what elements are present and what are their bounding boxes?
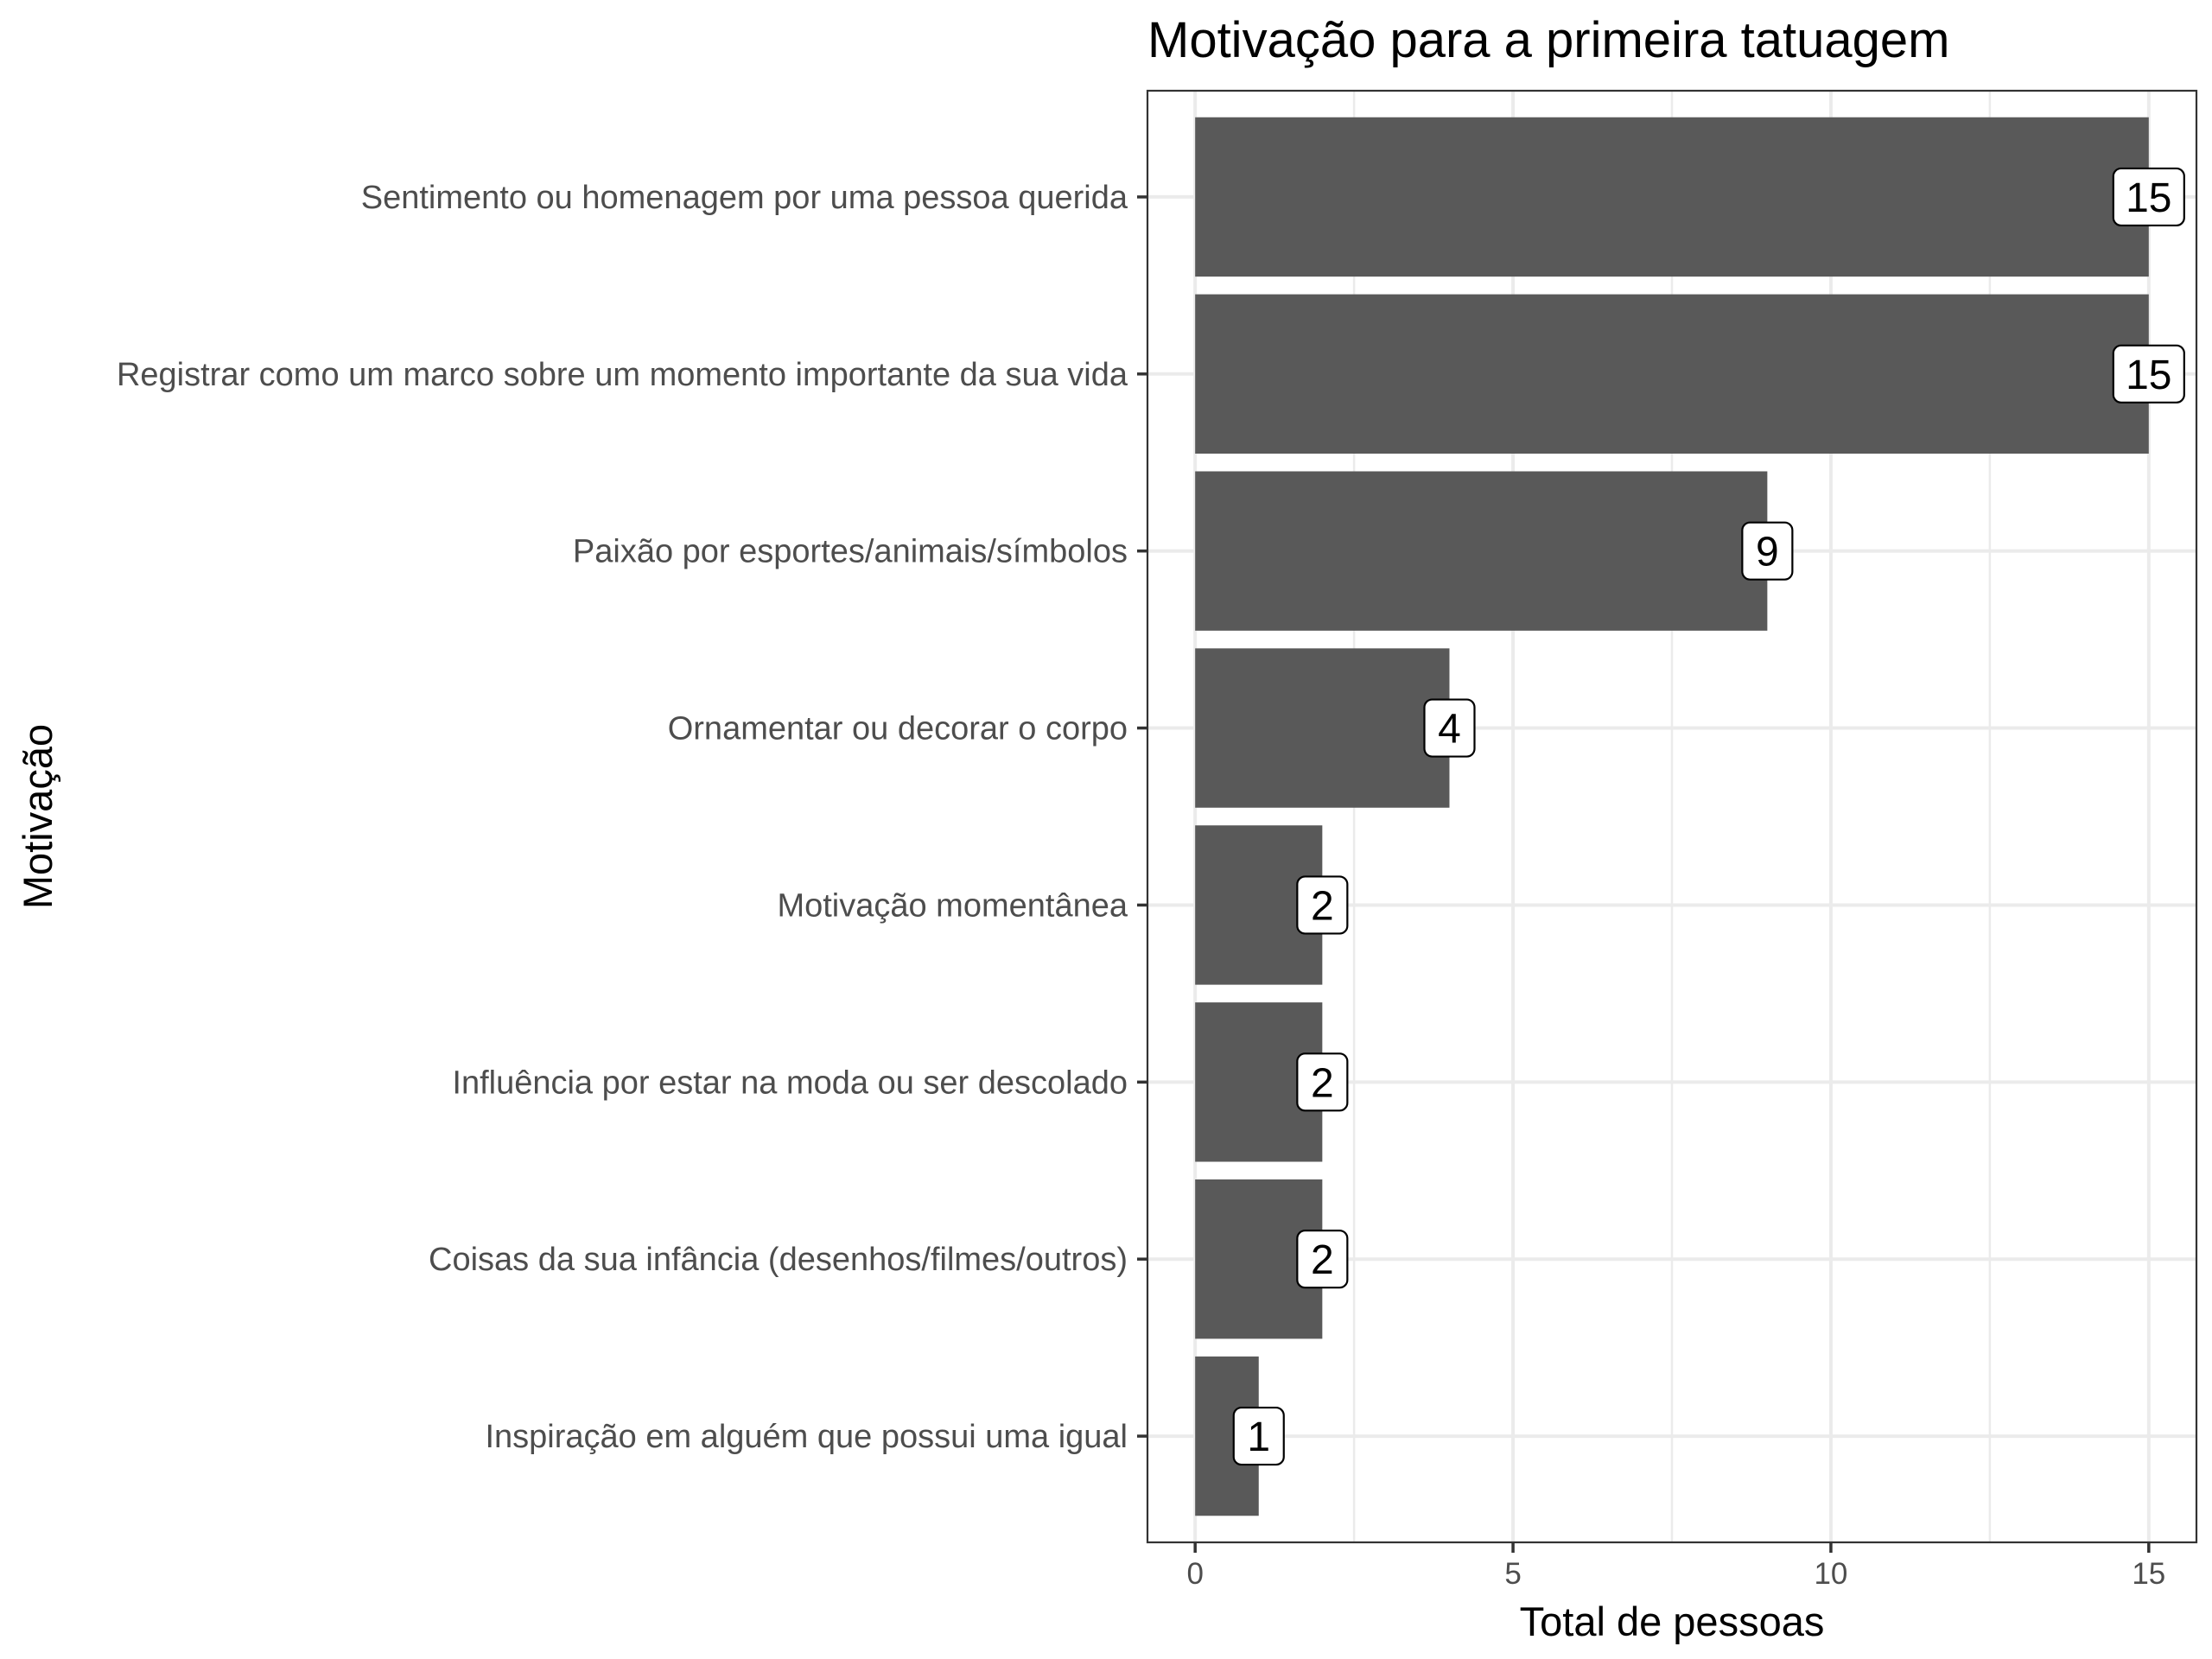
data-label: 2 <box>1296 875 1349 935</box>
data-label: 2 <box>1296 1230 1349 1289</box>
y-tick-label: Sentimento ou homenagem por uma pessoa q… <box>361 180 1128 216</box>
y-tick-label: Paixão por esportes/animais/símbolos <box>573 534 1128 570</box>
x-tick-label: 15 <box>2132 1557 2165 1591</box>
data-label-box <box>1423 698 1476 758</box>
data-label-text: 2 <box>1311 1237 1334 1283</box>
bar <box>1195 471 1768 631</box>
data-label-box <box>1296 875 1349 935</box>
x-axis: 0 5 10 15 <box>1186 1542 2165 1591</box>
bars <box>1195 117 2149 1516</box>
chart-title: Motivação para a primeira tatuagem <box>1147 12 1949 68</box>
data-label-box <box>1296 1052 1349 1112</box>
data-label-text: 15 <box>2126 175 2171 221</box>
data-label-text: 1 <box>1247 1414 1270 1460</box>
y-tick-label: Motivação momentânea <box>777 887 1128 924</box>
y-tick-label: Influência por estar na moda ou ser desc… <box>452 1065 1128 1101</box>
data-label-text: 2 <box>1311 1060 1334 1106</box>
data-label: 15 <box>2112 344 2185 404</box>
bar <box>1195 648 1450 808</box>
y-tick-label: Registrar como um marco sobre um momento… <box>117 357 1128 393</box>
panel-border <box>1146 89 2198 1544</box>
x-tick-label: 10 <box>1814 1557 1847 1591</box>
y-axis: Sentimento ou homenagem por uma pessoa q… <box>117 180 1147 1455</box>
data-label: 4 <box>1423 698 1476 758</box>
x-tick-label: 0 <box>1186 1557 1203 1591</box>
data-label-box <box>2112 167 2185 227</box>
bar <box>1195 117 2149 277</box>
data-label-box <box>1741 521 1794 581</box>
data-label-text: 4 <box>1438 707 1461 753</box>
y-tick-label: Coisas da sua infância (desenhos/filmes/… <box>429 1242 1128 1278</box>
y-axis-title: Motivação <box>15 724 60 909</box>
x-axis-title: Total de pessoas <box>1520 1599 1825 1644</box>
y-tick-label: Ornamentar ou decorar o corpo <box>668 711 1128 747</box>
data-label: 2 <box>1296 1052 1349 1112</box>
data-label: 9 <box>1741 521 1794 581</box>
y-tick-label: Inspiração em alguém que possui uma igua… <box>485 1419 1128 1455</box>
data-labels: 15 15 9 4 2 2 2 1 <box>1232 167 2185 1466</box>
x-tick-label: 5 <box>1504 1557 1521 1591</box>
data-label-text: 15 <box>2126 353 2171 398</box>
data-label-box <box>2112 344 2185 404</box>
data-label-box <box>1296 1230 1349 1289</box>
data-label-box <box>1232 1406 1285 1466</box>
bar <box>1195 294 2149 454</box>
data-label-text: 2 <box>1311 883 1334 929</box>
data-label: 15 <box>2112 167 2185 227</box>
data-label: 1 <box>1232 1406 1285 1466</box>
data-label-text: 9 <box>1756 530 1779 575</box>
